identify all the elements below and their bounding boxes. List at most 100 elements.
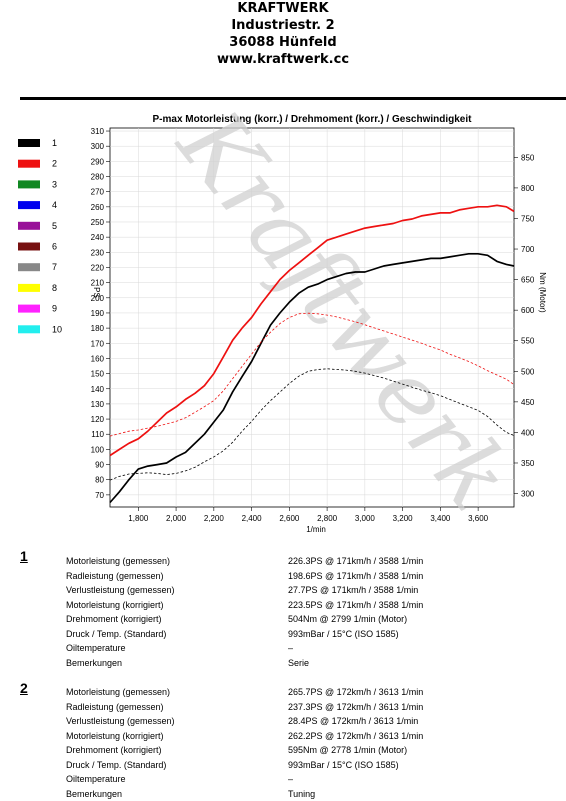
y-left-tick-label: 290: [91, 157, 105, 166]
x-tick-label: 2,200: [204, 514, 225, 523]
legend-label: 3: [52, 179, 57, 189]
legend-swatch: [18, 305, 40, 313]
legend-swatch: [18, 139, 40, 147]
x-tick-label: 2,400: [242, 514, 263, 523]
x-tick-label: 3,600: [468, 514, 489, 523]
result-label: Druck / Temp. (Standard): [66, 758, 166, 773]
y-right-tick-label: 300: [521, 490, 535, 499]
y-left-tick-label: 160: [91, 354, 105, 363]
result-value: Serie: [288, 656, 309, 671]
result-label: Oiltemperature: [66, 772, 126, 787]
legend-label: 1: [52, 138, 57, 148]
result-label: Motorleistung (korrigiert): [66, 598, 164, 613]
y-right-tick-label: 750: [521, 214, 535, 223]
result-value: –: [288, 772, 293, 787]
y-left-tick-label: 270: [91, 188, 105, 197]
legend-label: 5: [52, 221, 57, 231]
y-left-tick-label: 310: [91, 127, 105, 136]
x-tick-label: 3,200: [393, 514, 414, 523]
result-label: Motorleistung (korrigiert): [66, 729, 164, 744]
result-value: Tuning: [288, 787, 315, 801]
y-left-tick-label: 250: [91, 218, 105, 227]
y-left-tick-label: 110: [91, 430, 104, 439]
y-left-tick-label: 240: [91, 233, 105, 242]
result-label: Verlustleistung (gemessen): [66, 583, 175, 598]
result-label: Drehmoment (korrigiert): [66, 743, 162, 758]
y-left-tick-label: 90: [95, 461, 104, 470]
result-value: 223.5PS @ 171km/h / 3588 1/min: [288, 598, 423, 613]
y-right-tick-label: 850: [521, 153, 535, 162]
result-value: –: [288, 641, 293, 656]
result-value: 265.7PS @ 172km/h / 3613 1/min: [288, 685, 423, 700]
y-left-tick-label: 280: [91, 173, 105, 182]
result-value: 993mBar / 15°C (ISO 1585): [288, 627, 399, 642]
y-left-tick-label: 170: [91, 339, 105, 348]
result-label: Verlustleistung (gemessen): [66, 714, 175, 729]
result-1-number: 1: [20, 548, 28, 564]
result-label: Bemerkungen: [66, 656, 122, 671]
result-value: 595Nm @ 2778 1/min (Motor): [288, 743, 407, 758]
y-right-tick-label: 600: [521, 306, 535, 315]
y-right-axis-label: Nm (Motor): [538, 272, 547, 313]
legend-swatch: [18, 263, 40, 271]
result-value: 504Nm @ 2799 1/min (Motor): [288, 612, 407, 627]
result-value: 198.6PS @ 171km/h / 3588 1/min: [288, 569, 423, 584]
result-value: 262.2PS @ 172km/h / 3613 1/min: [288, 729, 423, 744]
result-label: Drehmoment (korrigiert): [66, 612, 162, 627]
y-right-tick-label: 700: [521, 245, 535, 254]
legend-swatch: [18, 284, 40, 292]
y-left-tick-label: 230: [91, 248, 105, 257]
y-right-tick-label: 800: [521, 184, 535, 193]
result-label: Motorleistung (gemessen): [66, 685, 170, 700]
result-label: Druck / Temp. (Standard): [66, 627, 166, 642]
result-2-number: 2: [20, 680, 28, 696]
company-header: KRAFTWERK Industriestr. 2 36088 Hünfeld …: [0, 0, 566, 68]
y-right-tick-label: 450: [521, 398, 535, 407]
result-value: 27.7PS @ 171km/h / 3588 1/min: [288, 583, 418, 598]
result-value: 993mBar / 15°C (ISO 1585): [288, 758, 399, 773]
result-label: Radleistung (gemessen): [66, 700, 164, 715]
y-left-tick-label: 180: [91, 324, 105, 333]
y-left-tick-label: 300: [91, 142, 105, 151]
result-label: Radleistung (gemessen): [66, 569, 164, 584]
x-tick-label: 2,600: [279, 514, 300, 523]
y-left-tick-label: 190: [91, 309, 105, 318]
legend-label: 2: [52, 159, 57, 169]
company-city: 36088 Hünfeld: [0, 34, 566, 51]
result-value: 28.4PS @ 172km/h / 3613 1/min: [288, 714, 418, 729]
result-value: 237.3PS @ 172km/h / 3613 1/min: [288, 700, 423, 715]
x-tick-label: 3,000: [355, 514, 376, 523]
y-right-tick-label: 550: [521, 337, 535, 346]
legend-swatch: [18, 160, 40, 168]
legend-label: 7: [52, 262, 57, 272]
x-axis-label: 1/min: [306, 525, 326, 534]
y-right-tick-label: 650: [521, 276, 535, 285]
legend-swatch: [18, 201, 40, 209]
y-left-tick-label: 260: [91, 203, 105, 212]
result-label: Motorleistung (gemessen): [66, 554, 170, 569]
result-label: Bemerkungen: [66, 787, 122, 801]
legend-swatch: [18, 243, 40, 251]
y-left-tick-label: 150: [91, 370, 105, 379]
legend-swatch: [18, 180, 40, 188]
x-tick-label: 2,800: [317, 514, 338, 523]
x-tick-label: 2,000: [166, 514, 187, 523]
y-left-tick-label: 130: [91, 400, 105, 409]
legend-label: 9: [52, 304, 57, 314]
legend-label: 4: [52, 200, 57, 210]
y-right-tick-label: 500: [521, 367, 535, 376]
company-name: KRAFTWERK: [0, 0, 566, 17]
legend-swatch: [18, 325, 40, 333]
dyno-chart: P-max Motorleistung (korr.) / Drehmoment…: [0, 100, 566, 540]
company-website[interactable]: www.kraftwerk.cc: [0, 51, 566, 68]
y-left-tick-label: 140: [91, 385, 105, 394]
y-left-tick-label: 100: [91, 445, 105, 454]
y-left-tick-label: 80: [95, 476, 104, 485]
y-left-tick-label: 220: [91, 263, 105, 272]
x-tick-label: 1,800: [128, 514, 149, 523]
y-right-tick-label: 400: [521, 428, 535, 437]
y-left-tick-label: 70: [95, 491, 104, 500]
legend-label: 10: [52, 324, 62, 334]
y-left-axis-label: PS: [92, 287, 101, 298]
legend-label: 6: [52, 242, 57, 252]
